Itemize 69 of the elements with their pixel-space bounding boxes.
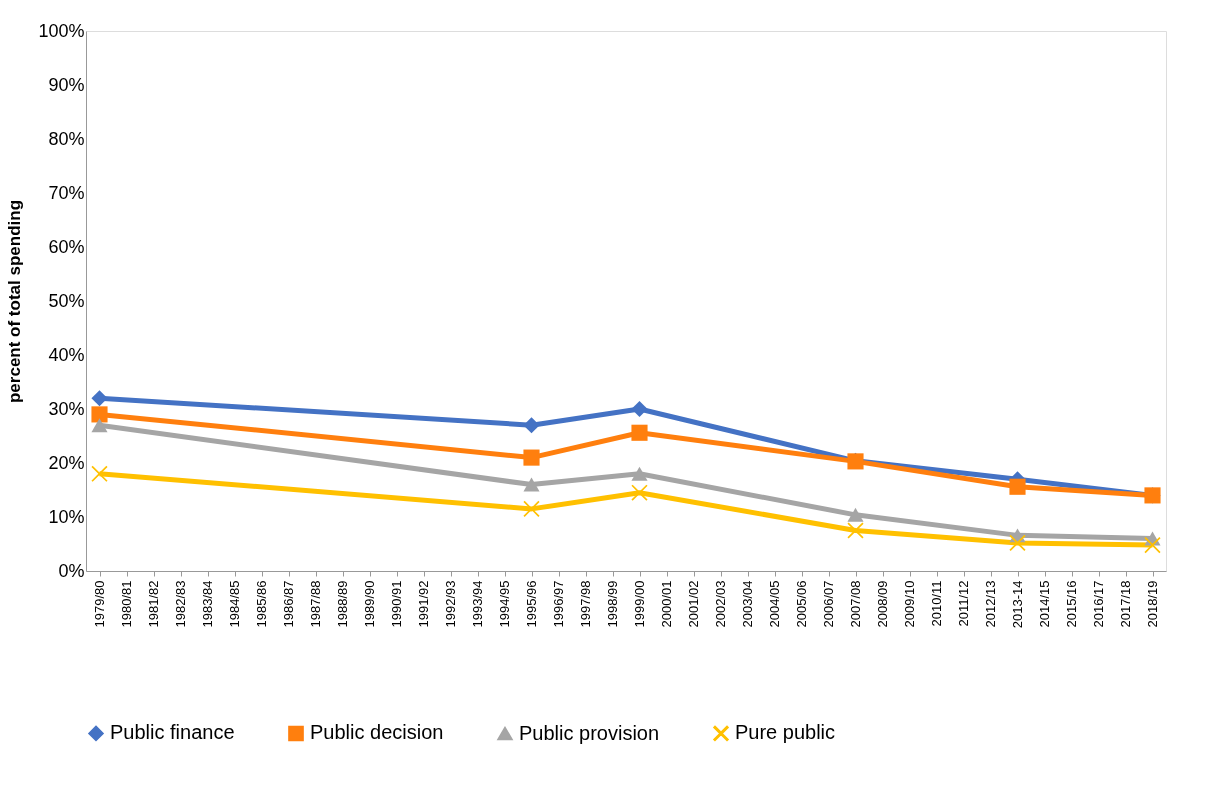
y-tick-label: 70%: [48, 182, 85, 203]
legend-label: Public provision: [519, 721, 660, 744]
x-tick-label: 2007/08: [848, 580, 863, 628]
y-tick-label: 0%: [58, 560, 85, 581]
x-tick-label: 2000/01: [659, 580, 674, 628]
x-tick-label: 2012/13: [983, 580, 998, 628]
x-tick-label: 2003/04: [740, 580, 755, 628]
point: [91, 390, 108, 407]
x-tick-label: 2005/06: [794, 580, 809, 628]
x-tick-label: 2015/16: [1064, 580, 1079, 628]
x-tick-label: 1988/89: [335, 580, 350, 628]
x-tick-label: 2004/05: [767, 580, 782, 628]
x-tick-label: 1999/00: [632, 580, 647, 628]
point: [847, 507, 864, 522]
y-axis-title: percent of total spending: [5, 199, 25, 404]
x-tick-label: 1996/97: [551, 580, 566, 628]
x-tick-label: 1998/99: [605, 580, 620, 628]
y-tick-label: 80%: [48, 128, 85, 149]
point: [631, 484, 648, 501]
x-tick-label: 2016/17: [1091, 580, 1106, 628]
x-tick-label: 1979/80: [92, 580, 107, 628]
y-tick-label: 30%: [48, 398, 85, 419]
legend-label: Public decision: [310, 721, 444, 744]
point: [1009, 478, 1026, 495]
point: [523, 449, 540, 466]
x-tick-label: 1987/88: [308, 580, 323, 628]
x-tick-label: 2001/02: [686, 580, 701, 628]
y-tick-label: 10%: [48, 506, 85, 527]
x-tick-label: 1984/85: [227, 580, 242, 628]
x-tick-label: 2002/03: [713, 580, 728, 628]
x-tick-label: 2008/09: [875, 580, 890, 628]
x-tick-label: 2018/19: [1145, 580, 1160, 628]
point: [91, 406, 108, 423]
x-tick-label: 1991/92: [416, 580, 431, 628]
x-tick-label: 1980/81: [119, 580, 134, 628]
point: [631, 466, 648, 481]
x-tick-label: 1985/86: [254, 580, 269, 628]
point: [631, 424, 648, 441]
y-tick-label: 20%: [48, 452, 85, 473]
x-tick-label: 1995/96: [524, 580, 539, 628]
y-tick-label: 60%: [48, 236, 85, 257]
point: [631, 400, 648, 418]
x-tick-label: 2010/11: [929, 580, 944, 627]
x-tick-label: 2013-14: [1010, 580, 1025, 629]
x-tick-label: 1990/91: [389, 580, 404, 628]
x-tick-label: 2014/15: [1037, 580, 1052, 628]
x-tick-label: 1983/84: [200, 580, 215, 628]
x-tick-label: 2006/07: [821, 580, 836, 628]
x-tick-label: 1992/93: [443, 580, 458, 628]
point: [523, 417, 540, 434]
x-tick-label: 1997/98: [578, 580, 593, 628]
point: [523, 477, 540, 492]
legend-label: Pure public: [735, 721, 836, 744]
x-tick-label: 1981/82: [146, 580, 161, 628]
x-tick-label: 1982/83: [173, 580, 188, 628]
point: [91, 418, 108, 433]
y-tick-label: 100%: [38, 20, 85, 41]
y-tick-label: 40%: [48, 344, 85, 365]
y-tick-label: 50%: [48, 290, 85, 311]
point: [847, 522, 864, 539]
x-tick-label: 1993/94: [470, 580, 485, 628]
y-tick-label: 90%: [48, 74, 85, 95]
x-tick-label: 2011/12: [956, 580, 971, 627]
x-tick-label: 2017/18: [1118, 580, 1133, 628]
x-tick-label: 1986/87: [281, 580, 296, 628]
x-tick-label: 1989/90: [362, 580, 377, 628]
legend-label: Public finance: [110, 721, 235, 744]
x-tick-label: 2009/10: [902, 580, 917, 628]
x-tick-label: 1994/95: [497, 580, 512, 628]
